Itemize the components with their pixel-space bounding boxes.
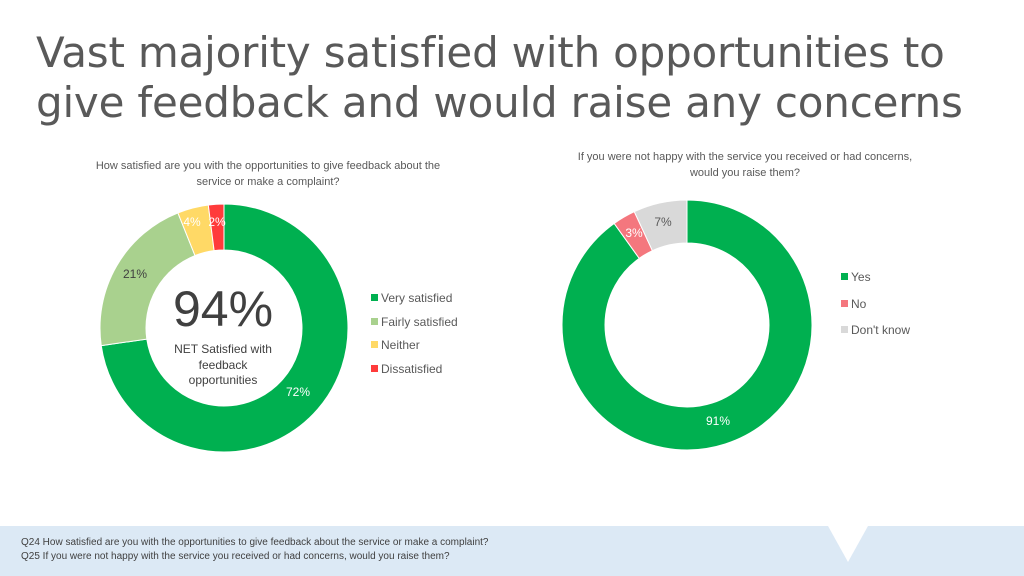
chart2-title: If you were not happy with the service y… (577, 151, 913, 179)
legend-label-yes: Yes (851, 270, 871, 284)
footnote-q24: Q24 How satisfied are you with the oppor… (21, 537, 489, 548)
legend-label-neither: Neither (381, 338, 420, 352)
slice-yes (561, 199, 813, 451)
legend-label-don-t-know: Don't know (851, 323, 910, 337)
legend-item-neither: Neither (371, 338, 458, 362)
legend-item-very-satisfied: Very satisfied (371, 291, 458, 315)
slice-very-satisfied (100, 203, 349, 453)
slice-don-t-know (633, 199, 688, 252)
data-label-neither: 4% (183, 215, 201, 229)
legend-swatch-very-satisfied (371, 294, 378, 301)
chart1-legend: Very satisfied Fairly satisfied Neither Dis… (371, 291, 458, 385)
legend-item-no: No (841, 297, 910, 324)
footer-notch-decoration (828, 526, 868, 562)
net-satisfied-value: 94% (172, 281, 274, 337)
legend-item-dissatisfied: Dissatisfied (371, 362, 458, 386)
footnote-q25: Q25 If you were not happy with the servi… (21, 551, 450, 562)
data-label-yes: 91% (706, 414, 730, 428)
data-label-no: 3% (625, 226, 643, 240)
legend-swatch-yes (841, 273, 848, 280)
chart2-legend: Yes No Don't know (841, 270, 910, 350)
data-label-don-t-know: 7% (654, 215, 672, 229)
legend-label-dissatisfied: Dissatisfied (381, 361, 443, 376)
legend-swatch-fairly-satisfied (371, 317, 378, 325)
legend-label-no: No (851, 296, 867, 311)
legend-swatch-no (841, 299, 848, 307)
raise-concerns-donut-chart: 91% 3% 7% (561, 199, 813, 451)
legend-swatch-don-t-know (841, 326, 848, 333)
legend-label-fairly-satisfied: Fairly satisfied (381, 314, 458, 329)
legend-item-don-t-know: Don't know (841, 323, 910, 350)
satisfaction-donut-chart: 72% 21% 4% 2% (99, 203, 349, 453)
legend-label-very-satisfied: Very satisfied (381, 291, 453, 305)
legend-swatch-neither (371, 341, 378, 348)
slice-dissatisfied (207, 203, 225, 252)
slide-title: Vast majority satisfied with opportuniti… (36, 28, 963, 127)
legend-item-yes: Yes (841, 270, 910, 297)
data-label-very-satisfied: 72% (286, 385, 310, 399)
legend-item-fairly-satisfied: Fairly satisfied (371, 315, 458, 339)
net-satisfied-label: NET Satisfied with feedback opportunitie… (174, 342, 272, 387)
legend-swatch-dissatisfied (371, 364, 378, 372)
chart1-title: How satisfied are you with the opportuni… (95, 160, 441, 188)
data-label-fairly-satisfied: 21% (123, 267, 147, 281)
data-label-dissatisfied: 2% (208, 215, 226, 229)
